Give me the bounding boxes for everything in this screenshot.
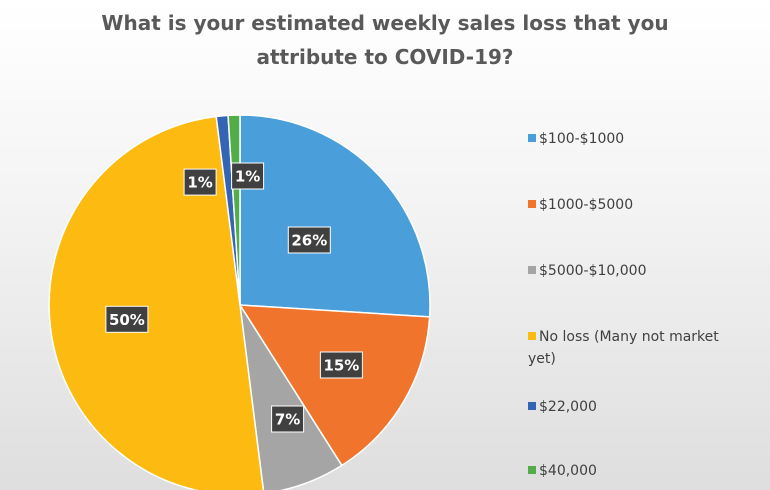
- legend-label: $5000-$10,000: [539, 263, 647, 279]
- data-label-text: 26%: [291, 232, 327, 250]
- data-label-5000-10-000: 7%: [271, 405, 305, 433]
- data-label-no-loss-many-not-market-yet: 50%: [105, 305, 149, 333]
- legend-item-5000-10-000: $5000-$10,000: [528, 260, 646, 282]
- data-label-text: 1%: [187, 174, 212, 192]
- pie-slice-5000-10-000: [239, 304, 343, 490]
- data-label-box: [319, 351, 363, 379]
- legend-item-1000-5000: $1000-$5000: [528, 194, 633, 216]
- legend-label: No loss (Many not market: [539, 329, 719, 345]
- legend-swatch: [528, 402, 536, 410]
- legend-swatch: [528, 332, 536, 340]
- chart-title: What is your estimated weekly sales loss…: [0, 6, 770, 74]
- legend-label: $100-$1000: [539, 131, 625, 147]
- legend-item-22-000: $22,000: [528, 396, 597, 418]
- data-label-text: 7%: [275, 411, 300, 429]
- pie-slice-no-loss-many-not-market-yet: [48, 115, 265, 490]
- legend-label: yet): [528, 351, 556, 367]
- data-label-100-1000: 26%: [287, 226, 331, 254]
- legend-swatch: [528, 266, 536, 274]
- legend-item-40-000: $40,000: [528, 460, 597, 482]
- legend-swatch: [528, 466, 536, 474]
- legend-item-100-1000: $100-$1000: [528, 128, 624, 150]
- legend-swatch: [528, 200, 536, 208]
- pie-slice-100-1000: [239, 114, 431, 318]
- legend-item-no-loss-many-not-market-yet: No loss (Many not market yet): [528, 326, 719, 370]
- data-label-22-000: 1%: [183, 168, 217, 196]
- legend-label: $1000-$5000: [539, 197, 634, 213]
- data-label-box: [231, 162, 265, 190]
- legend-label: $22,000: [539, 399, 597, 415]
- legend-label: $40,000: [539, 463, 597, 479]
- legend-swatch: [528, 134, 536, 142]
- data-label-40-000: 1%: [231, 162, 265, 190]
- data-label-box: [183, 168, 217, 196]
- data-label-text: 50%: [109, 311, 145, 329]
- pie-slice-1000-5000: [238, 304, 431, 467]
- chart-title-line-2: attribute to COVID-19?: [256, 45, 514, 69]
- data-label-box: [105, 305, 149, 333]
- data-label-text: 15%: [323, 357, 359, 375]
- chart-title-line-1: What is your estimated weekly sales loss…: [101, 11, 669, 35]
- data-label-box: [271, 405, 305, 433]
- data-label-box: [287, 226, 331, 254]
- data-label-text: 1%: [235, 168, 260, 186]
- data-label-1000-5000: 15%: [319, 351, 363, 379]
